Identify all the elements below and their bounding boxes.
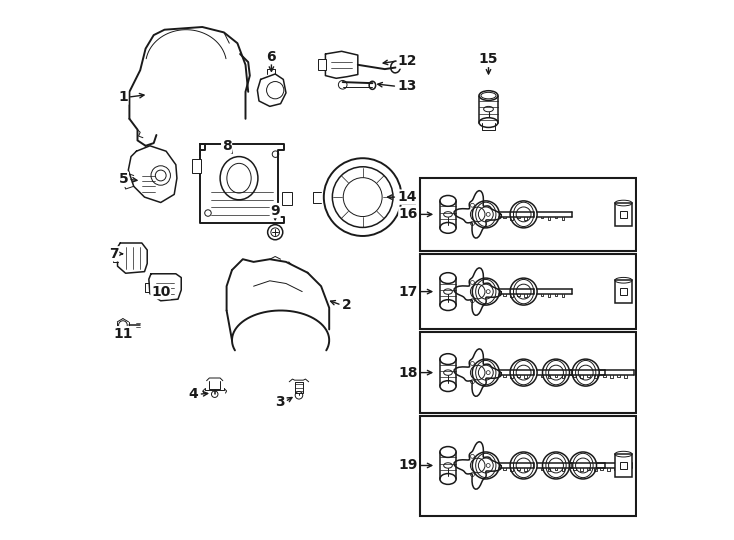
Text: 16: 16 [399, 207, 418, 221]
Text: 4: 4 [189, 387, 198, 401]
Text: 5: 5 [119, 172, 128, 186]
Text: 15: 15 [479, 52, 498, 66]
Text: 1: 1 [118, 90, 128, 104]
Text: 7: 7 [109, 247, 119, 261]
Text: 13: 13 [397, 79, 417, 93]
Text: 11: 11 [113, 327, 133, 341]
Text: 2: 2 [341, 298, 352, 312]
Bar [420, 332, 636, 413]
Bar [615, 280, 632, 303]
Bar [620, 288, 627, 295]
Text: 9: 9 [270, 204, 280, 218]
Bar [615, 203, 632, 226]
Bar [620, 211, 627, 218]
Bar [282, 192, 291, 205]
Text: 18: 18 [399, 366, 418, 380]
Text: 3: 3 [275, 395, 285, 409]
Text: 6: 6 [266, 50, 276, 64]
Bar [420, 178, 636, 251]
Text: 8: 8 [222, 139, 231, 153]
Text: 12: 12 [397, 54, 417, 68]
Bar [620, 462, 627, 469]
Bar [420, 416, 636, 516]
Text: 17: 17 [399, 285, 418, 299]
Text: 19: 19 [399, 458, 418, 472]
Bar [615, 454, 632, 477]
Bar [420, 254, 636, 329]
Bar [319, 59, 326, 70]
Text: 14: 14 [397, 190, 417, 204]
Text: 10: 10 [151, 285, 170, 299]
Bar [192, 159, 202, 173]
